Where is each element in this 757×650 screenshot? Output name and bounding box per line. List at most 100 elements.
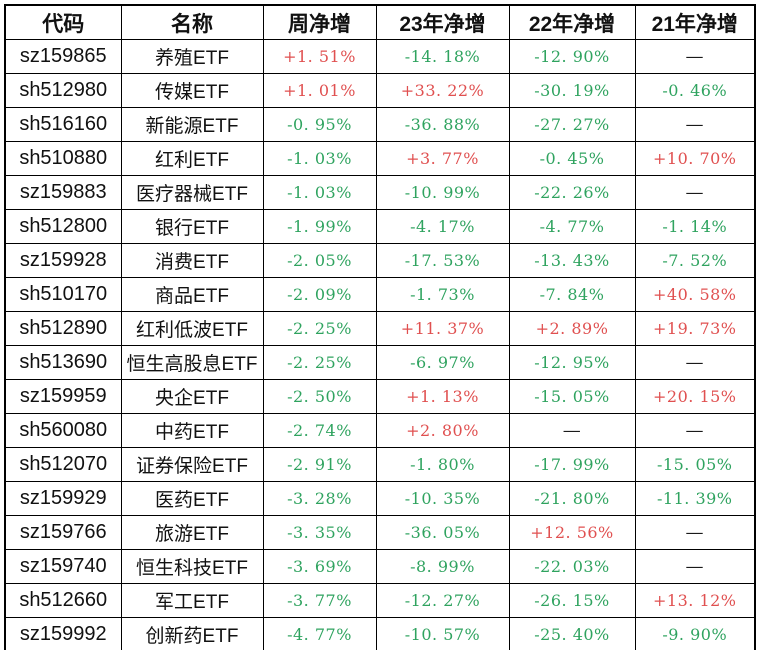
table-row: sz159740 恒生科技ETF -3. 69% -8. 99% -22. 03% — bbox=[4, 549, 756, 584]
percent-value-cell: -1. 14% bbox=[634, 209, 756, 244]
percent-value-cell: -3. 35% bbox=[262, 515, 377, 550]
etf-name-cell: 医药ETF bbox=[120, 481, 264, 516]
percent-value-cell: — bbox=[634, 39, 756, 74]
table-row: sh512660 军工ETF -3. 77% -12. 27% -26. 15% +13.… bbox=[4, 583, 756, 618]
etf-name-cell: 红利ETF bbox=[120, 141, 264, 176]
etf-name-cell: 中药ETF bbox=[120, 413, 264, 448]
percent-value-cell: -17. 53% bbox=[375, 243, 510, 278]
etf-code-cell: sz159766 bbox=[4, 515, 122, 550]
percent-value-cell: +20. 15% bbox=[634, 379, 756, 414]
etf-code-cell: sz159928 bbox=[4, 243, 122, 278]
etf-performance-table: 代码 名称 周净增 23年净增 22年净增 21年净增 sz159865 养殖ETF +1. … bbox=[4, 4, 756, 650]
percent-value-cell: -0. 95% bbox=[262, 107, 377, 142]
percent-value-cell: +1. 01% bbox=[262, 73, 377, 108]
percent-value-cell: -22. 03% bbox=[508, 549, 636, 584]
table-row: sh512890 红利低波ETF -2. 25% +11. 37% +2. 89% +19… bbox=[4, 311, 756, 346]
percent-value-cell: -10. 57% bbox=[375, 617, 510, 650]
percent-value-cell: -2. 50% bbox=[262, 379, 377, 414]
etf-code-cell: sh516160 bbox=[4, 107, 122, 142]
percent-value-cell: +13. 12% bbox=[634, 583, 756, 618]
percent-value-cell: -36. 88% bbox=[375, 107, 510, 142]
etf-code-cell: sh512070 bbox=[4, 447, 122, 482]
etf-code-cell: sh512660 bbox=[4, 583, 122, 618]
etf-name-cell: 传媒ETF bbox=[120, 73, 264, 108]
percent-value-cell: -30. 19% bbox=[508, 73, 636, 108]
etf-name-cell: 消费ETF bbox=[120, 243, 264, 278]
etf-name-cell: 军工ETF bbox=[120, 583, 264, 618]
percent-value-cell: -2. 91% bbox=[262, 447, 377, 482]
percent-value-cell: — bbox=[508, 413, 636, 448]
etf-code-cell: sz159992 bbox=[4, 617, 122, 650]
etf-code-cell: sh512890 bbox=[4, 311, 122, 346]
percent-value-cell: -1. 73% bbox=[375, 277, 510, 312]
table-row: sz159992 创新药ETF -4. 77% -10. 57% -25. 40% -9.… bbox=[4, 617, 756, 650]
percent-value-cell: — bbox=[634, 413, 756, 448]
percent-value-cell: -10. 35% bbox=[375, 481, 510, 516]
percent-value-cell: -15. 05% bbox=[634, 447, 756, 482]
percent-value-cell: — bbox=[634, 175, 756, 210]
table-row: sz159928 消费ETF -2. 05% -17. 53% -13. 43% -7. … bbox=[4, 243, 756, 278]
etf-name-cell: 恒生高股息ETF bbox=[120, 345, 264, 380]
percent-value-cell: -1. 03% bbox=[262, 141, 377, 176]
table-row: sh512980 传媒ETF +1. 01% +33. 22% -30. 19% -0. … bbox=[4, 73, 756, 108]
percent-value-cell: — bbox=[634, 515, 756, 550]
percent-value-cell: +2. 89% bbox=[508, 311, 636, 346]
percent-value-cell: -12. 95% bbox=[508, 345, 636, 380]
table-row: sh512070 证券保险ETF -2. 91% -1. 80% -17. 99% -15… bbox=[4, 447, 756, 482]
etf-code-cell: sz159740 bbox=[4, 549, 122, 584]
percent-value-cell: -7. 84% bbox=[508, 277, 636, 312]
percent-value-cell: +3. 77% bbox=[375, 141, 510, 176]
percent-value-cell: -17. 99% bbox=[508, 447, 636, 482]
percent-value-cell: -0. 45% bbox=[508, 141, 636, 176]
etf-name-cell: 银行ETF bbox=[120, 209, 264, 244]
column-header-2021: 21年净增 bbox=[634, 4, 756, 40]
percent-value-cell: +40. 58% bbox=[634, 277, 756, 312]
percent-value-cell: +1. 13% bbox=[375, 379, 510, 414]
etf-code-cell: sh512800 bbox=[4, 209, 122, 244]
etf-name-cell: 新能源ETF bbox=[120, 107, 264, 142]
column-header-name: 名称 bbox=[120, 4, 264, 40]
table-row: sh510170 商品ETF -2. 09% -1. 73% -7. 84% +40. 5… bbox=[4, 277, 756, 312]
percent-value-cell: -22. 26% bbox=[508, 175, 636, 210]
percent-value-cell: +11. 37% bbox=[375, 311, 510, 346]
percent-value-cell: +2. 80% bbox=[375, 413, 510, 448]
table-row: sh510880 红利ETF -1. 03% +3. 77% -0. 45% +10. 7… bbox=[4, 141, 756, 176]
percent-value-cell: -1. 03% bbox=[262, 175, 377, 210]
etf-name-cell: 医疗器械ETF bbox=[120, 175, 264, 210]
percent-value-cell: -4. 17% bbox=[375, 209, 510, 244]
etf-code-cell: sh560080 bbox=[4, 413, 122, 448]
percent-value-cell: +1. 51% bbox=[262, 39, 377, 74]
percent-value-cell: -2. 74% bbox=[262, 413, 377, 448]
percent-value-cell: -7. 52% bbox=[634, 243, 756, 278]
percent-value-cell: — bbox=[634, 345, 756, 380]
table-header-row: 代码 名称 周净增 23年净增 22年净增 21年净增 bbox=[4, 4, 756, 40]
column-header-week: 周净增 bbox=[262, 4, 377, 40]
percent-value-cell: -15. 05% bbox=[508, 379, 636, 414]
etf-code-cell: sh512980 bbox=[4, 73, 122, 108]
table-row: sz159865 养殖ETF +1. 51% -14. 18% -12. 90% — bbox=[4, 39, 756, 74]
percent-value-cell: — bbox=[634, 549, 756, 584]
column-header-2022: 22年净增 bbox=[508, 4, 636, 40]
percent-value-cell: -4. 77% bbox=[262, 617, 377, 650]
percent-value-cell: +12. 56% bbox=[508, 515, 636, 550]
percent-value-cell: -21. 80% bbox=[508, 481, 636, 516]
table-row: sz159766 旅游ETF -3. 35% -36. 05% +12. 56% — bbox=[4, 515, 756, 550]
table-row: sh560080 中药ETF -2. 74% +2. 80% — — bbox=[4, 413, 756, 448]
percent-value-cell: -10. 99% bbox=[375, 175, 510, 210]
etf-name-cell: 红利低波ETF bbox=[120, 311, 264, 346]
percent-value-cell: -8. 99% bbox=[375, 549, 510, 584]
percent-value-cell: -11. 39% bbox=[634, 481, 756, 516]
etf-code-cell: sh510170 bbox=[4, 277, 122, 312]
percent-value-cell: -2. 09% bbox=[262, 277, 377, 312]
table-row: sz159883 医疗器械ETF -1. 03% -10. 99% -22. 26% — bbox=[4, 175, 756, 210]
percent-value-cell: -2. 25% bbox=[262, 345, 377, 380]
etf-name-cell: 央企ETF bbox=[120, 379, 264, 414]
percent-value-cell: -6. 97% bbox=[375, 345, 510, 380]
percent-value-cell: -2. 05% bbox=[262, 243, 377, 278]
percent-value-cell: -13. 43% bbox=[508, 243, 636, 278]
etf-name-cell: 养殖ETF bbox=[120, 39, 264, 74]
percent-value-cell: -25. 40% bbox=[508, 617, 636, 650]
percent-value-cell: +10. 70% bbox=[634, 141, 756, 176]
percent-value-cell: -3. 69% bbox=[262, 549, 377, 584]
percent-value-cell: -2. 25% bbox=[262, 311, 377, 346]
